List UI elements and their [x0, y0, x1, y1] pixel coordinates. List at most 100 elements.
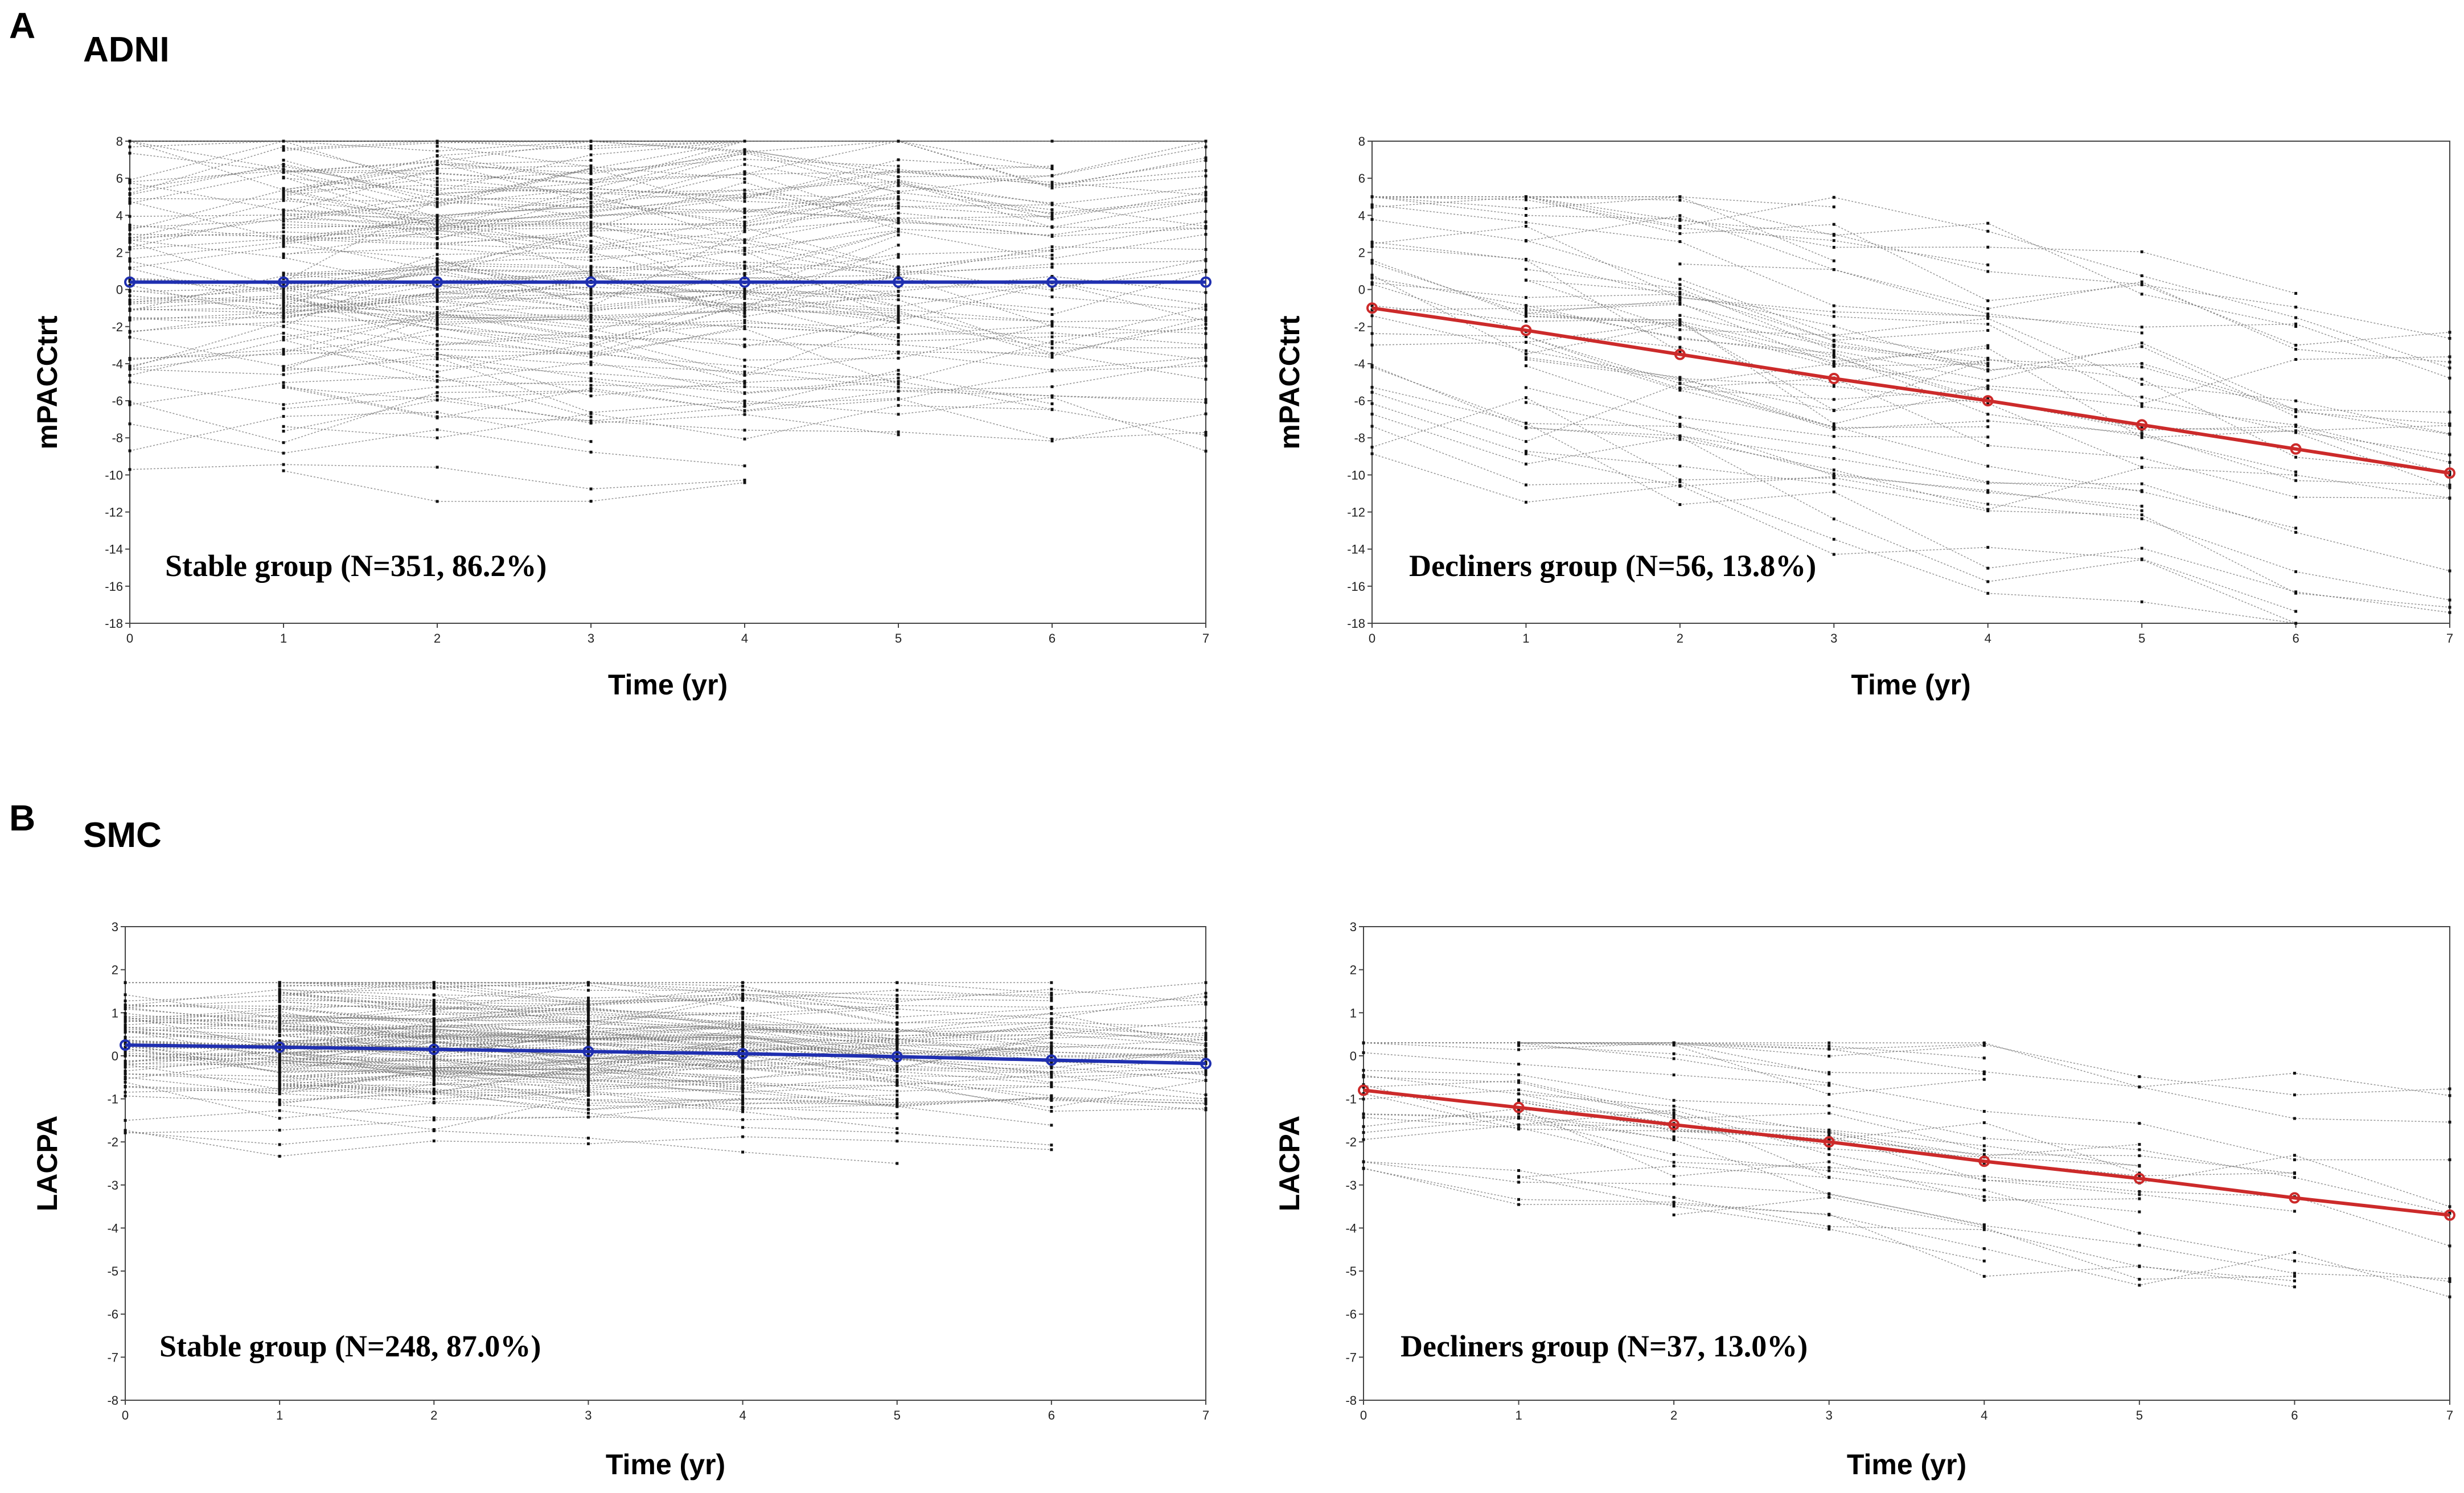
trajectory-point [2141, 283, 2143, 286]
trajectory-point [1833, 344, 1835, 347]
trajectory-point [1678, 382, 1681, 385]
trajectory-point [436, 172, 439, 175]
trajectory-point [744, 400, 746, 402]
trajectory-point [124, 1072, 127, 1075]
trajectory-point [1362, 1069, 1365, 1072]
trajectory-point [1678, 503, 1681, 506]
trajectory-point [2449, 355, 2451, 358]
trajectory-point [2449, 599, 2451, 602]
trajectory-point [2294, 496, 2297, 499]
trajectory-point [1673, 1099, 1675, 1102]
trajectory-point [744, 359, 746, 361]
trajectory-point [590, 183, 593, 186]
x-tick-label: 3 [1830, 631, 1837, 645]
trajectory-point [1833, 517, 1835, 520]
x-tick-label: 4 [1985, 631, 1991, 645]
trajectory-point [1828, 1084, 1830, 1087]
trajectory-point [282, 348, 285, 351]
trajectory-point [590, 246, 593, 249]
trajectory-point [1205, 398, 1208, 401]
trajectory-point [2294, 400, 2297, 402]
trajectory-point [282, 245, 285, 248]
trajectory-point [436, 500, 439, 503]
trajectory-point [744, 192, 746, 195]
trajectory-point [1983, 1199, 1986, 1202]
trajectory-point [897, 294, 900, 297]
trajectory-point [1525, 315, 1527, 318]
trajectory-point [587, 1037, 590, 1040]
y-tick-label: -6 [112, 394, 123, 408]
trajectory-point [744, 158, 746, 161]
trajectory-point [1828, 1176, 1830, 1179]
trajectory-point [587, 1020, 590, 1023]
trajectory-point [896, 1127, 898, 1130]
trajectory-point [436, 226, 439, 229]
trajectory-point [897, 336, 900, 339]
chart-1: 0 1 2 3 4 5 6 786420-2-4-6-8-10-12-14-16-18mPAC… [31, 134, 1210, 701]
trajectory-point [744, 241, 746, 244]
trajectory-point [1525, 453, 1527, 455]
trajectory-point [1051, 266, 1054, 269]
trajectory-point [1517, 1048, 1520, 1051]
y-tick-label: 8 [116, 134, 123, 149]
y-tick-label: -4 [107, 1221, 118, 1235]
y-tick-label: -18 [1347, 616, 1365, 631]
trajectory-point [2294, 316, 2297, 319]
trajectory-point [1371, 283, 1374, 286]
trajectory-point [2141, 436, 2143, 439]
trajectory-point [282, 320, 285, 323]
trajectory-point [436, 273, 439, 276]
trajectory-point [1986, 419, 1989, 422]
trajectory-point [741, 999, 744, 1002]
trajectory-point [744, 163, 746, 166]
trajectory-point [741, 985, 744, 988]
trajectory-point [2141, 331, 2143, 334]
y-axis-label: mPACCtrt [31, 315, 63, 450]
x-tick-label: 6 [1049, 631, 1056, 645]
trajectory-point [2141, 483, 2143, 486]
trajectory-point [129, 200, 132, 203]
y-tick-label: -2 [1354, 320, 1365, 334]
trajectory-point [741, 1035, 744, 1038]
trajectory-point [897, 228, 900, 231]
trajectory-point [1525, 356, 1527, 359]
trajectory-point [282, 297, 285, 299]
trajectory-point [433, 1060, 436, 1063]
trajectory-point [590, 325, 593, 328]
trajectory-point [436, 343, 439, 346]
x-tick-label: 2 [1670, 1408, 1677, 1422]
trajectory-point [282, 307, 285, 310]
x-tick-label: 3 [1826, 1408, 1833, 1422]
trajectory-point [124, 1031, 127, 1034]
trajectory-point [129, 226, 132, 229]
trajectory-point [1051, 402, 1054, 405]
trajectory-point [744, 264, 746, 267]
trajectory-point [2141, 345, 2143, 348]
trajectory-point [436, 236, 439, 239]
trajectory-point [1371, 391, 1374, 394]
trajectory-point [590, 221, 593, 224]
trajectory-point [1205, 323, 1208, 326]
x-tick-label: 1 [1515, 1408, 1522, 1422]
trajectory-point [897, 207, 900, 209]
y-tick-label: 6 [1358, 171, 1365, 186]
trajectory-point [129, 146, 132, 149]
trajectory-point [1362, 1160, 1365, 1163]
trajectory-point [278, 991, 281, 994]
trajectory-point [590, 172, 593, 175]
trajectory-point [1983, 1175, 1986, 1178]
trajectory-point [1371, 413, 1374, 416]
trajectory-point [278, 984, 281, 986]
trajectory-point [1525, 422, 1527, 425]
trajectory-point [1673, 1057, 1675, 1060]
trajectory-point [2141, 402, 2143, 405]
trajectory-point [2141, 293, 2143, 295]
trajectory-point [1983, 1110, 1986, 1113]
y-tick-label: -8 [1354, 431, 1365, 445]
trajectory-point [129, 215, 132, 218]
trajectory-point [124, 1004, 127, 1007]
trajectory-point [1371, 259, 1374, 262]
trajectory-point [282, 441, 285, 444]
trajectory-point [278, 1155, 281, 1158]
y-tick-label: -14 [105, 542, 123, 557]
